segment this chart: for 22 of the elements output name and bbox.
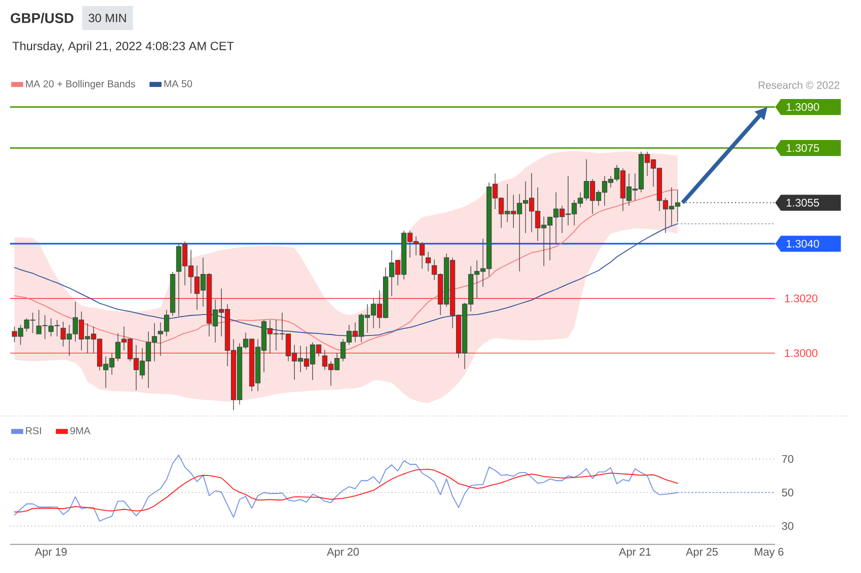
chart-subtitle: Thursday, April 21, 2022 4:08:23 AM CET xyxy=(12,41,234,53)
legend-label: 9MA xyxy=(70,427,90,434)
legend-label: RSI xyxy=(26,427,41,434)
y-tick-label: 50 xyxy=(782,488,794,496)
ref-line-label: 1.3055 xyxy=(786,198,820,207)
chart-title: GBP/USD xyxy=(10,12,74,24)
x-tick-label: Apr 25 xyxy=(686,548,718,558)
y-tick-label: 30 xyxy=(782,522,794,530)
ref-line-label: 1.3000 xyxy=(785,349,818,357)
x-tick-label: May 6 xyxy=(754,548,784,558)
legend-label: MA 20 + Bollinger Bands xyxy=(26,80,136,90)
x-tick-label: Apr 21 xyxy=(618,548,651,558)
ref-line-label: 1.3075 xyxy=(786,144,820,152)
ref-line-label: 1.3090 xyxy=(786,103,820,111)
ref-line-label: 1.3040 xyxy=(786,240,820,248)
text: 30 MIN xyxy=(88,14,126,22)
ref-line-label: 1.3020 xyxy=(785,294,818,302)
y-tick-label: 70 xyxy=(782,455,794,463)
x-tick-label: Apr 20 xyxy=(326,548,359,558)
x-tick-label: Apr 19 xyxy=(34,548,67,558)
legend-label: MA 50 xyxy=(164,80,192,88)
text: Research © 2022 xyxy=(758,81,840,89)
